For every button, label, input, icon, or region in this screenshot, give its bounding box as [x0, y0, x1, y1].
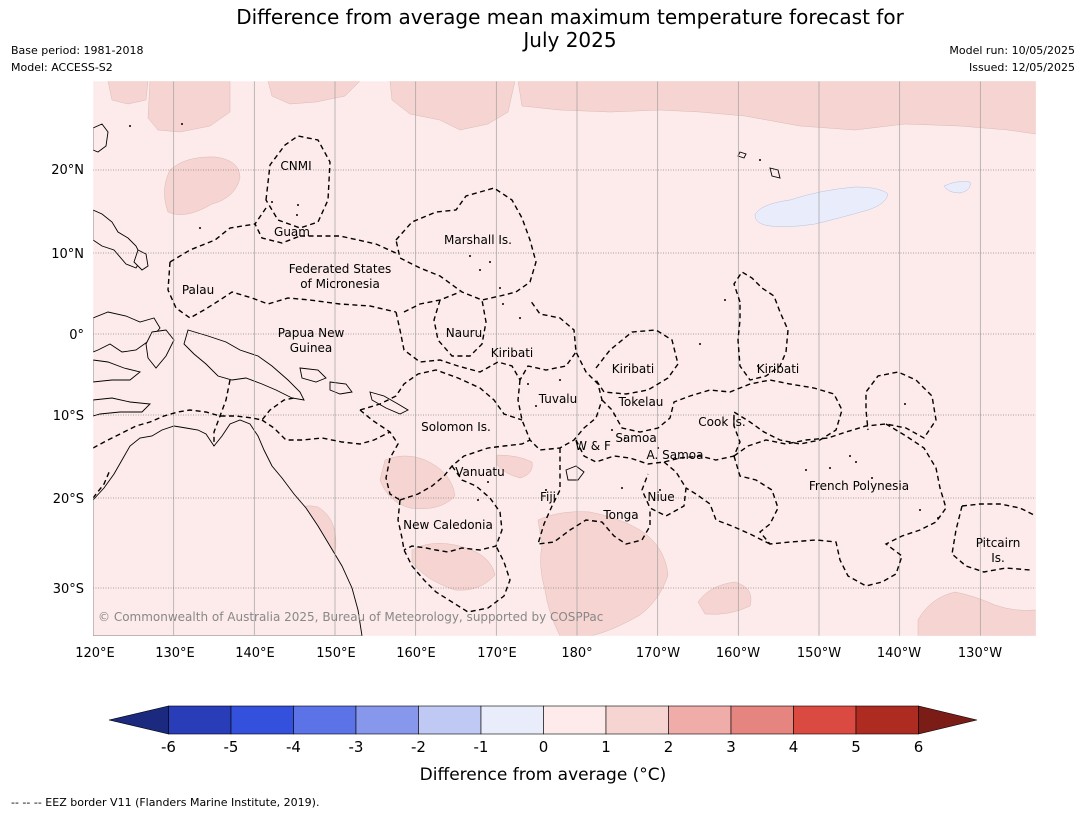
region-label: of Micronesia [300, 277, 380, 291]
colorbar-label: Difference from average (°C) [420, 765, 667, 785]
lon-tick-label: 160°E [396, 646, 436, 661]
meta-left: Base period: 1981-2018 Model: ACCESS-S2 [11, 42, 143, 76]
colorbar-tick-label: -1 [474, 738, 489, 756]
region-label: W & F [575, 439, 611, 453]
colorbar-swatch [230, 705, 294, 735]
colorbar-tick-label: 1 [601, 738, 611, 756]
colorbar-swatch [793, 705, 857, 735]
region-labels: CNMI Guam Marshall Is. Federated States … [182, 159, 1020, 565]
colorbar-swatch [855, 705, 919, 735]
title-line-1: Difference from average mean maximum tem… [236, 5, 904, 29]
region-label: Tonga [602, 508, 638, 522]
region-label: Kiribati [612, 362, 654, 376]
region-label: Is. [991, 551, 1005, 565]
lon-tick-label: 160°W [716, 646, 760, 661]
region-label: Samoa [615, 431, 656, 445]
colorbar-tick-label: -5 [224, 738, 239, 756]
lon-tick-label: 140°W [877, 646, 921, 661]
lon-tick-label: 130°E [155, 646, 195, 661]
region-label: Federated States [289, 262, 391, 276]
lon-tick-label: 150°E [316, 646, 356, 661]
region-label: Kiribati [491, 346, 533, 360]
anomaly-minus1-to-0-areas [754, 181, 971, 227]
colorbar-ticks: -6 -5 -4 -3 -2 -1 0 1 2 3 4 5 6 [161, 738, 923, 756]
region-label: Palau [182, 283, 214, 297]
colorbar-tick-label: -4 [286, 738, 301, 756]
colorbar-tick-label: 0 [539, 738, 549, 756]
region-label: Tokelau [618, 395, 664, 409]
copyright-text: © Commonwealth of Australia 2025, Bureau… [98, 610, 603, 624]
region-label: Nauru [446, 326, 482, 340]
region-label: Guinea [290, 341, 333, 355]
lat-tick-label: 20°N [51, 163, 84, 178]
region-label: New Caledonia [403, 518, 493, 532]
region-label: Papua New [278, 326, 345, 340]
lon-tick-label: 150°W [797, 646, 841, 661]
region-label: A. Samoa [647, 448, 704, 462]
colorbar-tick-label: 2 [664, 738, 674, 756]
region-label: CNMI [280, 159, 311, 173]
colorbar-swatch [480, 705, 544, 735]
colorbar-extend-low [108, 705, 169, 735]
region-label: Kiribati [757, 362, 799, 376]
lat-tick-label: 30°S [53, 582, 84, 597]
issued-text: Issued: 12/05/2025 [968, 61, 1075, 74]
colorbar-swatch [293, 705, 357, 735]
colorbar-swatch [730, 705, 794, 735]
region-label: Marshall Is. [444, 233, 512, 247]
colorbar-swatch [168, 705, 232, 735]
region-label: Fiji [540, 490, 556, 504]
lon-tick-label: 140°E [235, 646, 275, 661]
lon-tick-label: 170°W [636, 646, 680, 661]
colorbar: -6 -5 -4 -3 -2 -1 0 1 2 3 4 5 6 Differen… [108, 705, 978, 785]
region-label: Vanuatu [455, 465, 505, 479]
small-islands [129, 123, 939, 519]
colorbar-swatches [108, 705, 978, 735]
title-line-2: July 2025 [523, 28, 617, 52]
base-period-text: Base period: 1981-2018 [11, 44, 144, 57]
region-label: Guam [274, 225, 310, 239]
lon-tick-label: 120°E [75, 646, 115, 661]
lat-tick-label: 10°N [51, 247, 84, 262]
eez-footnote: -- -- -- EEZ border V11 (Flanders Marine… [11, 796, 320, 809]
colorbar-tick-label: 5 [851, 738, 861, 756]
colorbar-swatch [605, 705, 669, 735]
map-title: Difference from average mean maximum tem… [0, 6, 1085, 52]
colorbar-tick-label: -6 [161, 738, 176, 756]
lon-tick-label: 170°E [477, 646, 517, 661]
map-plot-area [93, 81, 1036, 636]
colorbar-swatch [418, 705, 482, 735]
eez-borders [93, 135, 1036, 613]
coastlines [93, 123, 781, 636]
colorbar-tick-label: -3 [349, 738, 364, 756]
meta-right: Model run: 10/05/2025 Issued: 12/05/2025 [949, 42, 1075, 76]
region-label: Tuvalu [538, 392, 578, 406]
lon-tick-label: 180° [561, 646, 592, 661]
region-label: Cook Is. [698, 415, 745, 429]
colorbar-swatch [355, 705, 419, 735]
colorbar-tick-label: -2 [411, 738, 426, 756]
region-label: French Polynesia [809, 479, 909, 493]
colorbar-tick-label: 3 [726, 738, 736, 756]
colorbar-tick-label: 4 [789, 738, 799, 756]
lat-tick-label: 10°S [53, 409, 84, 424]
colorbar-swatch [543, 705, 607, 735]
model-text: Model: ACCESS-S2 [11, 61, 113, 74]
forecast-map: CNMI Guam Marshall Is. Federated States … [51, 80, 1037, 661]
lat-tick-label: 20°S [53, 492, 84, 507]
colorbar-swatch [668, 705, 732, 735]
colorbar-tick-label: 6 [914, 738, 924, 756]
region-label: Pitcairn [976, 536, 1021, 550]
map-frame [92, 80, 1037, 637]
region-label: Solomon Is. [421, 420, 491, 434]
latitude-labels: 20°N 10°N 0° 10°S 20°S 30°S [51, 163, 84, 597]
lon-tick-label: 130°W [958, 646, 1002, 661]
colorbar-extend-high [918, 705, 978, 735]
model-run-text: Model run: 10/05/2025 [949, 44, 1075, 57]
region-label: Niue [647, 490, 674, 504]
lat-tick-label: 0° [69, 328, 84, 343]
longitude-labels: 120°E 130°E 140°E 150°E 160°E 170°E 180°… [75, 646, 1002, 661]
